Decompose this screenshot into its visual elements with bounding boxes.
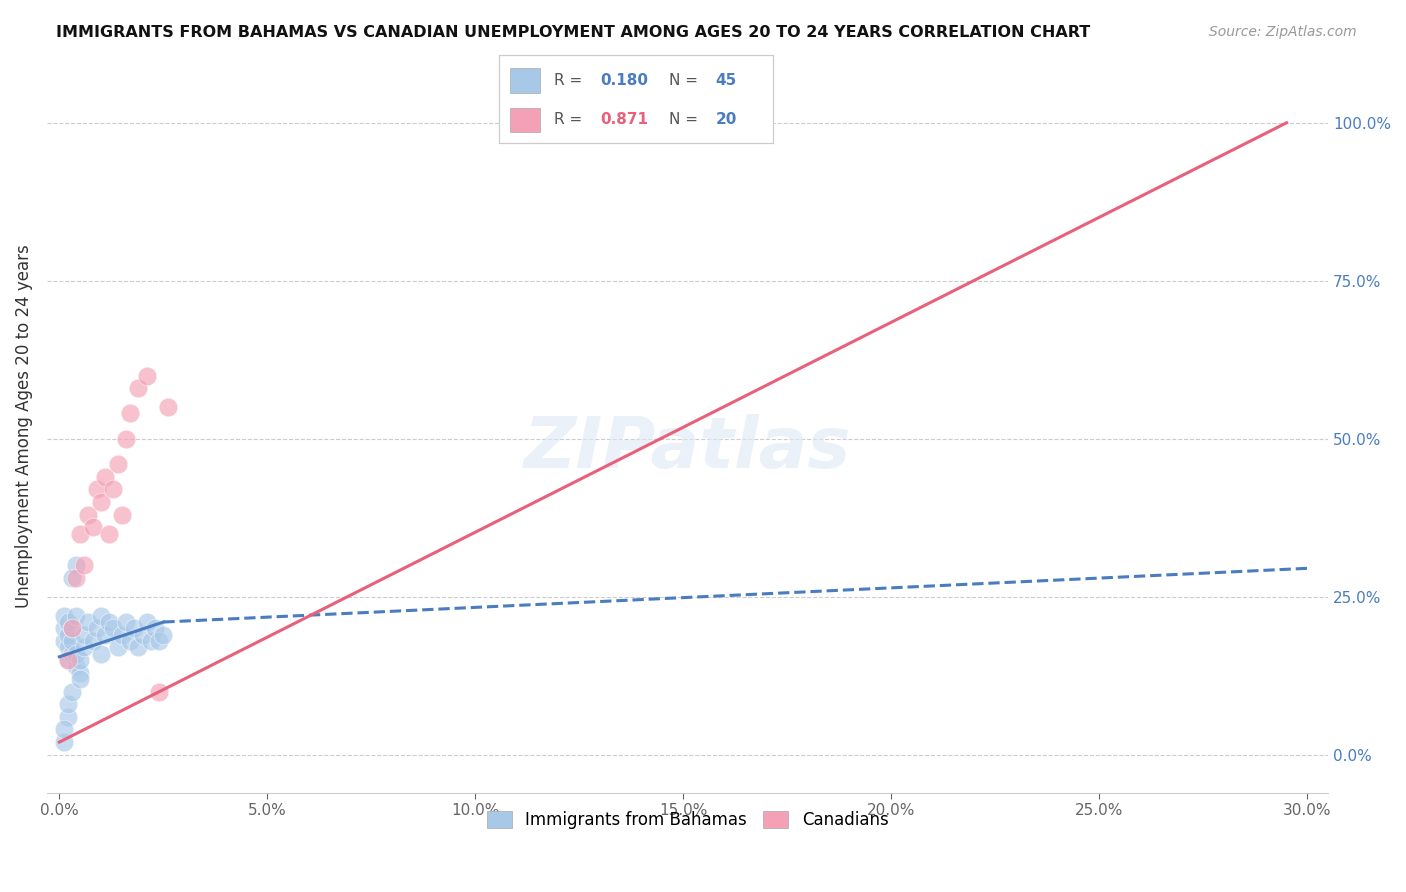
- Point: [69, 672, 91, 686]
- Point: [127, 381, 149, 395]
- Point: [56, 710, 79, 724]
- Point: [69, 653, 91, 667]
- Point: [156, 400, 179, 414]
- Point: [90, 495, 112, 509]
- Point: [52, 735, 75, 749]
- Point: [86, 621, 108, 635]
- Point: [73, 628, 96, 642]
- Point: [143, 621, 166, 635]
- Point: [65, 571, 87, 585]
- Point: [56, 653, 79, 667]
- Point: [98, 526, 121, 541]
- Text: 20: 20: [716, 112, 737, 128]
- Text: R =: R =: [554, 112, 588, 128]
- Point: [120, 634, 142, 648]
- Point: [65, 647, 87, 661]
- Point: [73, 640, 96, 655]
- Point: [135, 615, 157, 629]
- Point: [86, 483, 108, 497]
- Point: [65, 608, 87, 623]
- Point: [60, 684, 83, 698]
- Point: [90, 608, 112, 623]
- Point: [152, 628, 174, 642]
- Point: [52, 608, 75, 623]
- Point: [60, 571, 83, 585]
- Point: [139, 634, 162, 648]
- Point: [73, 558, 96, 573]
- Point: [90, 647, 112, 661]
- Point: [148, 634, 170, 648]
- Bar: [510, 69, 540, 93]
- Bar: [510, 108, 540, 132]
- Point: [69, 665, 91, 680]
- Point: [131, 628, 153, 642]
- Text: 0.180: 0.180: [600, 73, 648, 88]
- Text: IMMIGRANTS FROM BAHAMAS VS CANADIAN UNEMPLOYMENT AMONG AGES 20 TO 24 YEARS CORRE: IMMIGRANTS FROM BAHAMAS VS CANADIAN UNEM…: [56, 25, 1091, 40]
- Point: [94, 628, 117, 642]
- Point: [69, 526, 91, 541]
- Point: [56, 697, 79, 711]
- Point: [94, 469, 117, 483]
- Point: [60, 634, 83, 648]
- Point: [82, 520, 104, 534]
- Point: [115, 615, 138, 629]
- Point: [148, 684, 170, 698]
- Point: [120, 407, 142, 421]
- Point: [111, 628, 134, 642]
- Point: [111, 508, 134, 522]
- Point: [122, 621, 145, 635]
- Point: [60, 621, 83, 635]
- Point: [82, 634, 104, 648]
- Point: [52, 723, 75, 737]
- Text: N =: N =: [669, 112, 703, 128]
- Point: [77, 615, 100, 629]
- Point: [98, 615, 121, 629]
- Point: [52, 634, 75, 648]
- Point: [65, 558, 87, 573]
- Point: [115, 432, 138, 446]
- Point: [56, 653, 79, 667]
- Legend: Immigrants from Bahamas, Canadians: Immigrants from Bahamas, Canadians: [479, 804, 896, 836]
- Point: [103, 483, 125, 497]
- Point: [107, 640, 129, 655]
- Text: 0.871: 0.871: [600, 112, 648, 128]
- Text: N =: N =: [669, 73, 703, 88]
- Text: R =: R =: [554, 73, 588, 88]
- Text: Source: ZipAtlas.com: Source: ZipAtlas.com: [1209, 25, 1357, 39]
- Point: [56, 615, 79, 629]
- Text: ZIPatlas: ZIPatlas: [524, 414, 851, 483]
- Point: [107, 457, 129, 471]
- Point: [77, 508, 100, 522]
- Text: 45: 45: [716, 73, 737, 88]
- Point: [103, 621, 125, 635]
- Point: [65, 659, 87, 673]
- Point: [60, 621, 83, 635]
- Point: [127, 640, 149, 655]
- Point: [135, 368, 157, 383]
- Point: [52, 621, 75, 635]
- Y-axis label: Unemployment Among Ages 20 to 24 years: Unemployment Among Ages 20 to 24 years: [15, 244, 32, 608]
- Point: [56, 640, 79, 655]
- Point: [60, 647, 83, 661]
- Point: [56, 628, 79, 642]
